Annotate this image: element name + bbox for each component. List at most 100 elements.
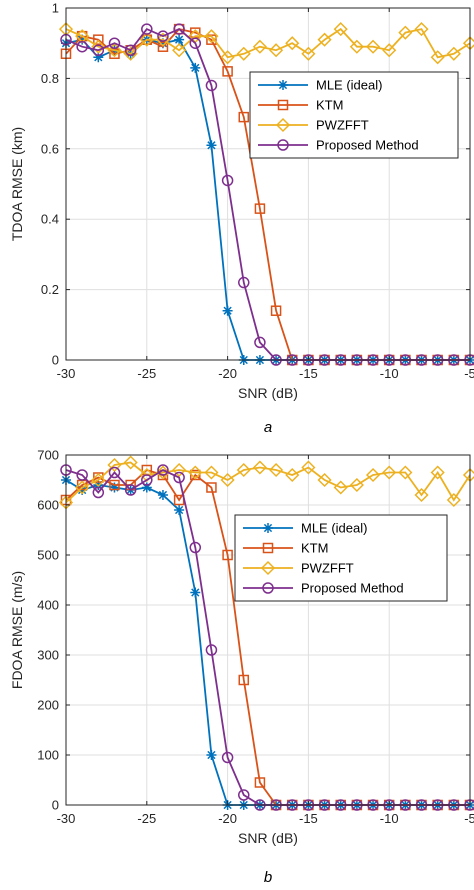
y-tick-label: 0.2 — [41, 282, 59, 297]
legend-marker — [277, 99, 289, 111]
legend-item: PWZFFT — [258, 118, 369, 133]
data-point — [398, 25, 413, 40]
y-tick-label: 0.8 — [41, 71, 59, 86]
legend: MLE (ideal) KTM PWZFFT Proposed Method — [234, 514, 448, 602]
data-point — [109, 48, 120, 60]
x-tick-label: -30 — [57, 366, 76, 381]
data-point — [92, 486, 105, 499]
plot-area — [66, 455, 470, 805]
legend-item: PWZFFT — [243, 561, 354, 576]
data-point — [205, 79, 218, 92]
data-point — [107, 457, 122, 473]
data-point — [108, 37, 121, 49]
data-point — [285, 36, 300, 51]
data-point — [221, 174, 234, 187]
data-point — [252, 460, 267, 475]
legend-label: MLE (ideal) — [301, 521, 367, 536]
legend-label: MLE (ideal) — [316, 78, 382, 93]
data-point — [220, 50, 235, 65]
data-point — [76, 40, 88, 53]
data-point — [365, 467, 381, 483]
x-tick-label: -10 — [380, 366, 399, 381]
data-point — [157, 490, 168, 500]
data-point — [254, 203, 266, 214]
data-point — [220, 472, 235, 488]
legend-label: Proposed Method — [316, 138, 419, 153]
data-point — [76, 30, 88, 42]
legend-label: KTM — [301, 541, 328, 556]
data-point — [269, 43, 284, 58]
y-tick-label: 0 — [52, 798, 59, 813]
data-point — [317, 32, 332, 47]
data-point — [124, 484, 137, 496]
data-point — [139, 32, 154, 47]
legend-marker — [263, 523, 273, 533]
data-point — [333, 22, 348, 37]
data-point — [190, 587, 201, 598]
data-point — [238, 674, 250, 686]
data-point — [108, 466, 121, 479]
data-point — [301, 460, 316, 475]
x-tick-label: -10 — [380, 811, 399, 826]
data-point — [270, 305, 282, 316]
y-tick-label: 600 — [37, 498, 59, 513]
data-point — [172, 462, 187, 478]
y-tick-label: 300 — [37, 648, 59, 663]
legend-label: KTM — [316, 98, 343, 113]
data-point — [222, 305, 233, 316]
data-point — [398, 465, 413, 480]
data-point — [107, 43, 122, 58]
data-point — [77, 34, 88, 45]
data-point — [349, 477, 364, 493]
legend-marker — [262, 582, 274, 594]
legend-marker — [278, 80, 288, 90]
x-tick-label: -15 — [299, 366, 318, 381]
data-point — [141, 23, 153, 35]
data-point — [123, 455, 138, 470]
x-tick-label: -25 — [137, 366, 156, 381]
data-point — [238, 111, 250, 123]
legend-marker — [277, 139, 289, 151]
legend-item: Proposed Method — [243, 581, 404, 596]
x-tick-label: -5 — [464, 366, 474, 381]
y-tick-label: 500 — [37, 548, 59, 563]
data-point — [365, 39, 381, 54]
data-point — [382, 43, 397, 58]
figure-caption: b — [264, 869, 272, 886]
data-point — [254, 336, 266, 349]
data-point — [204, 465, 219, 480]
legend-item: KTM — [258, 98, 343, 113]
data-point — [173, 23, 185, 35]
data-point — [172, 43, 187, 58]
data-point — [430, 50, 445, 65]
x-tick-label: -20 — [218, 811, 237, 826]
y-tick-label: 100 — [37, 748, 59, 763]
data-point — [189, 37, 202, 49]
axes-frame — [65, 7, 471, 361]
data-point — [333, 480, 348, 495]
data-point — [254, 777, 266, 788]
x-tick-label: -20 — [218, 366, 237, 381]
data-point — [206, 34, 217, 45]
data-point — [382, 465, 397, 480]
y-tick-label: 200 — [37, 698, 59, 713]
data-point — [317, 472, 332, 488]
data-point — [93, 34, 104, 45]
data-point — [109, 479, 120, 491]
legend-marker — [262, 542, 274, 554]
data-point — [157, 30, 169, 42]
legend-marker — [275, 117, 291, 133]
data-point — [93, 52, 104, 63]
data-point — [222, 66, 233, 77]
data-point — [252, 39, 267, 54]
legend-item: Proposed Method — [258, 138, 419, 153]
data-point — [92, 44, 105, 56]
data-point — [349, 39, 364, 54]
legend-item: MLE (ideal) — [243, 521, 367, 536]
data-point — [236, 46, 251, 61]
data-point — [173, 471, 185, 484]
plot-area — [66, 8, 470, 360]
data-point — [91, 472, 106, 488]
data-point — [124, 44, 137, 56]
